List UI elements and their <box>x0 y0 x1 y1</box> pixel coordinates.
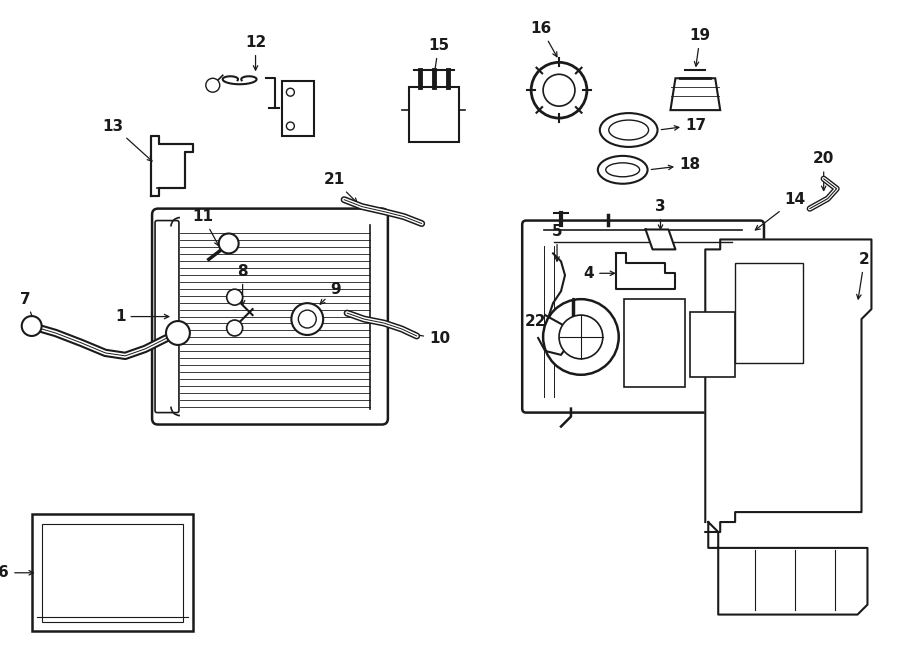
Bar <box>409 87 458 142</box>
Bar <box>735 263 803 363</box>
Circle shape <box>543 74 575 106</box>
Polygon shape <box>708 522 868 615</box>
Bar <box>41 524 183 621</box>
Circle shape <box>559 315 603 359</box>
Text: 4: 4 <box>583 266 615 281</box>
Text: 17: 17 <box>662 118 706 133</box>
Text: 12: 12 <box>245 35 266 70</box>
Circle shape <box>292 303 323 335</box>
Text: 18: 18 <box>652 157 701 173</box>
FancyBboxPatch shape <box>155 221 179 412</box>
Text: 7: 7 <box>21 292 35 322</box>
Polygon shape <box>706 239 871 532</box>
Circle shape <box>166 321 190 345</box>
Polygon shape <box>151 136 193 196</box>
FancyBboxPatch shape <box>152 209 388 424</box>
Text: 16: 16 <box>530 21 557 57</box>
Polygon shape <box>670 78 720 110</box>
Text: 8: 8 <box>238 264 248 305</box>
Circle shape <box>227 320 243 336</box>
Polygon shape <box>616 253 675 290</box>
Circle shape <box>286 88 294 97</box>
Text: 11: 11 <box>193 209 219 246</box>
Text: 13: 13 <box>103 118 152 161</box>
FancyBboxPatch shape <box>522 221 764 412</box>
Text: 9: 9 <box>320 282 340 304</box>
Bar <box>32 514 193 631</box>
Text: 1: 1 <box>115 309 169 324</box>
Circle shape <box>22 316 41 336</box>
Text: 15: 15 <box>428 38 449 74</box>
Bar <box>624 299 686 387</box>
Text: 6: 6 <box>0 565 33 580</box>
Ellipse shape <box>606 163 640 176</box>
Circle shape <box>298 310 316 328</box>
Text: 5: 5 <box>552 224 562 261</box>
Circle shape <box>219 233 238 253</box>
Ellipse shape <box>599 113 658 147</box>
Text: 19: 19 <box>689 28 711 66</box>
Text: 14: 14 <box>755 192 806 230</box>
Text: 10: 10 <box>411 331 450 346</box>
Bar <box>283 81 314 136</box>
Ellipse shape <box>608 120 649 140</box>
Circle shape <box>227 290 243 305</box>
Text: 21: 21 <box>323 173 357 203</box>
Text: 22: 22 <box>525 313 572 329</box>
Text: 2: 2 <box>857 252 870 299</box>
Circle shape <box>543 299 618 375</box>
Circle shape <box>206 78 220 92</box>
Circle shape <box>531 62 587 118</box>
Ellipse shape <box>598 156 648 184</box>
Circle shape <box>286 122 294 130</box>
Polygon shape <box>645 229 675 249</box>
Text: 3: 3 <box>655 199 666 229</box>
Bar <box>690 312 735 377</box>
Text: 20: 20 <box>813 151 834 190</box>
